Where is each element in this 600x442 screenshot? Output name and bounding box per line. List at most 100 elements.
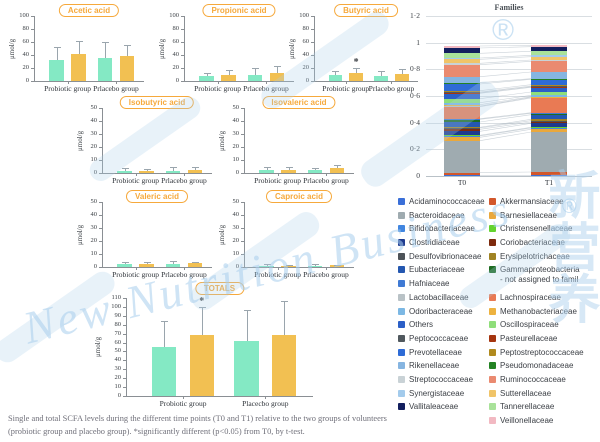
x-tick-mark — [217, 81, 219, 84]
stack-segment — [444, 175, 480, 177]
data-bar-T1 — [187, 169, 203, 173]
stack-segment — [444, 53, 480, 58]
legend-swatch — [489, 334, 496, 342]
chart-title-pill: Butyric acid — [334, 4, 398, 17]
category-label: Probiotic group — [254, 176, 301, 185]
stack-segment — [531, 84, 567, 86]
y-tick-mark — [181, 16, 184, 17]
error-bar-cap — [121, 168, 129, 170]
legend-label: Tannerellaceae — [500, 402, 555, 412]
y-tick-mark — [99, 267, 102, 268]
error-bar-cap — [273, 66, 281, 68]
legend-swatch — [398, 375, 405, 383]
stack-segment — [444, 118, 480, 120]
error-bar — [401, 68, 403, 74]
y-tick-mark — [123, 387, 126, 389]
x-tick-mark — [183, 267, 185, 270]
chart-title-pill: Isovaleric acid — [262, 96, 336, 109]
chart-valeric-acid: Valeric acid μmol/g 0 10 20 30 40 50 Probiotic g… — [74, 190, 220, 280]
legend-label: Eubacteriaceae — [409, 265, 465, 275]
chart-butyric-acid: Butyric acid μmol/g 0 20 40 60 80 100 * Probiotic… — [286, 4, 426, 94]
legend-swatch — [489, 321, 496, 329]
legend-label: Lachnospiraceae — [500, 292, 561, 302]
y-tick-label: 80 — [302, 25, 310, 32]
y-tick-label: 100 — [111, 302, 121, 310]
y-tick-label: 70 — [114, 329, 122, 337]
y-tick-label: 0 — [416, 171, 420, 180]
stack-segment — [444, 128, 480, 130]
data-bar-T1 — [221, 75, 236, 81]
error-bar — [288, 167, 290, 170]
y-tick-label: 40 — [302, 51, 310, 58]
error-bar-cap — [285, 265, 293, 267]
y-tick-mark — [123, 351, 126, 353]
legend-item: Oscillospiraceae — [489, 320, 598, 334]
x-axis-line — [102, 173, 212, 174]
legend-label: Barnesiellaceae — [500, 210, 557, 220]
y-tick-mark — [241, 241, 244, 242]
legend-label: Akkermansiaceae — [500, 197, 564, 206]
x-tick-mark — [325, 173, 327, 176]
x-tick-mark — [135, 267, 137, 270]
data-bar-T0 — [328, 75, 343, 81]
category-label: Probiotic group — [159, 399, 207, 408]
stack-segment — [531, 129, 567, 132]
y-tick-label: 0·6 — [410, 91, 420, 100]
legend-swatch — [489, 417, 496, 425]
y-tick-label: 10 — [114, 383, 122, 391]
y-tick-mark — [123, 360, 126, 362]
error-bar-cap — [333, 165, 341, 167]
error-bar-cap — [311, 264, 319, 266]
chart-title-pill: Valeric acid — [125, 190, 189, 203]
category-label: Probiotic group — [322, 84, 370, 93]
category-label: Prlacebo group — [161, 176, 207, 185]
data-bar-T1 — [271, 335, 297, 396]
data-bar-T1 — [395, 73, 409, 81]
stack-segment — [531, 56, 567, 60]
y-tick-mark — [181, 81, 184, 82]
y-tick-mark — [181, 29, 184, 30]
y-tick-mark — [99, 241, 102, 242]
stack-segment — [444, 63, 480, 65]
y-tick-label: 50 — [232, 104, 240, 111]
legend-label: Hafniaceae — [409, 279, 450, 289]
x-tick-mark — [183, 396, 185, 399]
chart-title-pill: Propionic acid — [202, 4, 276, 17]
y-tick-label: 30 — [90, 224, 98, 231]
error-bar — [104, 42, 106, 58]
y-tick-label: 20 — [114, 374, 122, 382]
y-tick-mark — [123, 306, 126, 308]
stack-segment — [531, 79, 567, 85]
legend-label: Desulfovibrionaceae — [409, 251, 482, 261]
legend-item: Streptococcaceae — [398, 375, 482, 389]
stack-segment — [531, 45, 567, 47]
legend-label: Clostridiaceae — [409, 238, 460, 248]
grid-line — [426, 96, 592, 97]
error-bar — [194, 167, 196, 170]
chart-title-pill: Caproic acid — [265, 190, 333, 203]
stack-segment — [444, 93, 480, 99]
legend-swatch — [489, 252, 496, 260]
error-bar-cap — [143, 262, 151, 264]
legend-swatch — [398, 403, 405, 411]
error-bar-cap — [251, 68, 259, 69]
y-tick-label: 90 — [114, 311, 122, 319]
x-tick-mark — [265, 81, 267, 84]
error-bar-cap — [353, 68, 361, 69]
error-bar-cap — [101, 42, 109, 43]
legend-swatch — [489, 225, 496, 233]
legend-swatch — [489, 348, 496, 356]
x-tick-mark — [183, 173, 185, 176]
stack-segment — [531, 175, 567, 177]
y-tick-mark — [123, 378, 126, 380]
stack-segment — [531, 127, 567, 129]
category-label: T0 — [457, 178, 467, 187]
stack-segment — [531, 95, 567, 97]
legend-item: Ruminococcaceae — [489, 375, 598, 389]
legend-label: Pseudomonadaceae — [500, 361, 574, 371]
y-axis-line — [126, 298, 127, 396]
category-label: Prlacebo group — [93, 84, 139, 93]
stack-segment — [444, 119, 480, 122]
category-label: Prlacebo group — [243, 84, 289, 93]
legend-swatch — [398, 252, 405, 260]
